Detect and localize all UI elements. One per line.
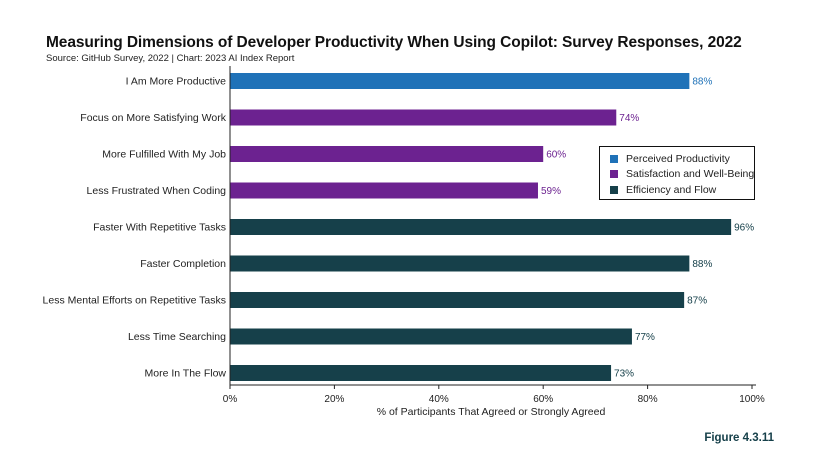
category-label: Focus on More Satisfying Work	[80, 112, 226, 124]
legend-label: Satisfaction and Well-Being	[626, 168, 755, 181]
x-tick-label: 60%	[533, 394, 553, 405]
x-tick-label: 0%	[223, 394, 238, 405]
data-label: 77%	[635, 332, 655, 343]
chart-title: Measuring Dimensions of Developer Produc…	[46, 34, 742, 51]
data-label: 96%	[734, 223, 754, 234]
bar	[230, 146, 544, 162]
category-label: Faster Completion	[140, 258, 226, 270]
bar	[230, 328, 632, 345]
category-label: Less Time Searching	[128, 331, 226, 343]
bar	[230, 255, 690, 272]
category-label: Less Frustrated When Coding	[87, 185, 227, 197]
data-label: 73%	[614, 369, 634, 380]
legend-label: Efficiency and Flow	[626, 183, 717, 196]
category-label: More In The Flow	[144, 368, 226, 380]
chart-source: Source: GitHub Survey, 2022 | Chart: 202…	[46, 53, 295, 64]
bar	[230, 292, 685, 308]
bar	[230, 182, 538, 199]
x-tick-label: 100%	[739, 394, 765, 405]
x-axis-title: % of Participants That Agreed or Strongl…	[377, 406, 606, 418]
bar	[230, 365, 612, 381]
bar	[230, 219, 732, 235]
data-label: 60%	[546, 150, 566, 161]
x-tick-label: 80%	[638, 394, 658, 405]
figure-label: Figure 4.3.11	[704, 432, 774, 444]
legend-label: Perceived Productivity	[626, 152, 730, 165]
bar	[230, 73, 690, 89]
x-tick-label: 20%	[324, 394, 344, 405]
category-label: More Fulfilled With My Job	[102, 149, 226, 161]
data-label: 87%	[687, 296, 707, 307]
legend-swatch	[610, 154, 618, 163]
legend-swatch	[610, 185, 618, 194]
legend-item-efficiency: Efficiency and Flow	[610, 182, 754, 198]
legend-item-perceived-productivity: Perceived Productivity	[610, 151, 754, 167]
legend-item-satisfaction: Satisfaction and Well-Being	[610, 167, 754, 183]
category-label: Faster With Repetitive Tasks	[93, 222, 226, 234]
bar	[230, 109, 617, 126]
chart-legend: Perceived Productivity Satisfaction and …	[599, 146, 755, 200]
data-label: 88%	[692, 259, 712, 270]
data-label: 59%	[541, 186, 561, 197]
category-label: Less Mental Efforts on Repetitive Tasks	[43, 295, 226, 307]
category-label: I Am More Productive	[126, 76, 227, 88]
data-label: 88%	[692, 77, 712, 88]
x-tick-label: 40%	[429, 394, 449, 405]
data-label: 74%	[619, 113, 639, 124]
legend-swatch	[610, 170, 618, 179]
